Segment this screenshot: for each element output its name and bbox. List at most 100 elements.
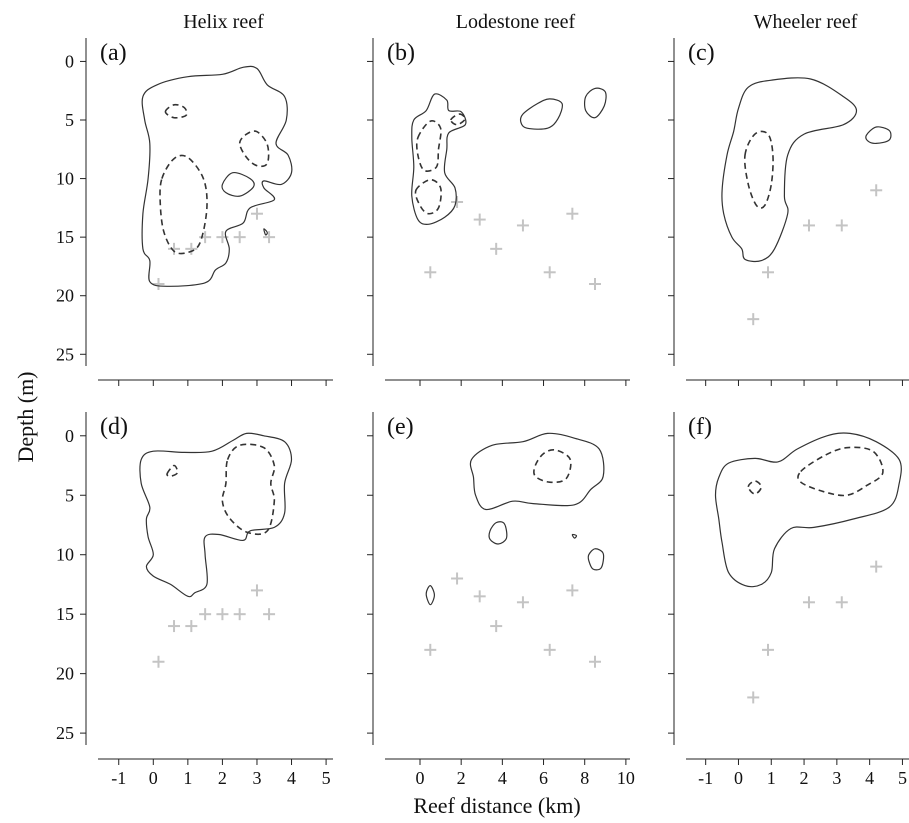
station-marker <box>152 655 165 668</box>
station-marker <box>490 620 503 633</box>
x-tick-label: 2 <box>800 768 809 788</box>
x-tick-label: 8 <box>580 768 589 788</box>
panel-d: 0 5 10 15 20 25 -1 0 1 2 3 4 5 (d) <box>56 412 333 788</box>
station-marker <box>185 620 198 633</box>
dashed-contour <box>743 130 774 209</box>
solid-contour <box>263 228 268 236</box>
dashed-contour <box>533 449 572 484</box>
panel-e: 0 2 4 6 8 10 (e) <box>367 412 635 788</box>
y-tick-label: 0 <box>65 426 74 446</box>
station-marker <box>168 242 181 255</box>
x-tick-label: 6 <box>539 768 548 788</box>
station-marker <box>747 313 760 326</box>
station-marker <box>566 207 579 220</box>
solid-contour <box>469 432 605 511</box>
station-marker <box>199 608 212 621</box>
y-tick-label: 0 <box>65 51 74 71</box>
dashed-contour <box>797 446 884 497</box>
x-tick-label: 2 <box>218 768 227 788</box>
panel-a: 0 5 10 15 20 25 Helix reef (a) <box>56 11 333 386</box>
station-marker <box>199 231 212 244</box>
x-tick-label: 0 <box>416 768 425 788</box>
y-tick-label: 10 <box>56 169 74 189</box>
x-tick-label: 4 <box>287 768 296 788</box>
solid-contour <box>865 126 892 145</box>
solid-contour <box>139 432 293 598</box>
station-marker <box>424 266 437 279</box>
station-marker <box>473 213 486 226</box>
solid-contour <box>411 93 467 225</box>
station-marker <box>870 184 883 197</box>
station-marker <box>835 596 848 609</box>
station-marker <box>185 242 198 255</box>
station-marker <box>516 596 529 609</box>
station-marker <box>250 207 263 220</box>
x-tick-label: 3 <box>252 768 261 788</box>
station-marker <box>233 231 246 244</box>
column-title: Wheeler reef <box>754 11 858 33</box>
solid-contour <box>714 432 902 588</box>
dashed-contour <box>164 103 188 119</box>
panel-label: (b) <box>387 40 415 66</box>
station-marker <box>589 655 601 668</box>
column-title: Helix reef <box>183 11 264 33</box>
x-tick-label: 4 <box>498 768 507 788</box>
panel-label: (a) <box>100 40 127 66</box>
dashed-contour <box>221 443 276 536</box>
panel-label: (e) <box>387 414 414 440</box>
y-tick-label: 5 <box>65 110 74 130</box>
x-tick-label: 1 <box>767 768 776 788</box>
panel-label: (d) <box>100 414 128 440</box>
station-marker <box>761 643 774 656</box>
x-tick-label: 10 <box>617 768 635 788</box>
y-tick-label: 25 <box>56 344 74 364</box>
y-tick-label: 5 <box>65 485 74 505</box>
y-tick-label: 25 <box>56 723 74 743</box>
station-marker <box>473 590 486 603</box>
station-marker <box>263 231 276 244</box>
station-marker <box>216 608 229 621</box>
y-axis-title: Depth (m) <box>13 371 38 462</box>
x-tick-label: 3 <box>832 768 841 788</box>
x-tick-label: -1 <box>111 768 126 788</box>
x-tick-label: 0 <box>734 768 743 788</box>
y-tick-label: 20 <box>56 286 74 306</box>
dashed-contour <box>159 154 208 255</box>
x-tick-label: 0 <box>149 768 158 788</box>
station-marker <box>870 560 883 573</box>
station-marker <box>516 219 529 232</box>
dashed-contour <box>414 178 442 215</box>
solid-contour <box>571 533 578 539</box>
x-tick-label: 1 <box>183 768 192 788</box>
station-marker <box>168 620 181 633</box>
x-tick-label: 2 <box>457 768 466 788</box>
solid-contour <box>721 77 858 263</box>
x-tick-label: 5 <box>322 768 331 788</box>
station-marker <box>835 219 848 232</box>
y-tick-label: 10 <box>56 545 74 565</box>
station-marker <box>424 643 437 656</box>
panel-f: -1 0 1 2 3 4 5 (f) <box>668 412 909 788</box>
station-marker <box>747 691 760 704</box>
dashed-contour <box>450 113 467 126</box>
dashed-contour <box>238 130 270 168</box>
panel-label: (f) <box>688 414 712 440</box>
y-tick-label: 20 <box>56 664 74 684</box>
station-marker <box>250 584 263 597</box>
station-marker <box>451 572 464 585</box>
station-marker <box>543 266 556 279</box>
x-tick-label: 5 <box>898 768 907 788</box>
solid-contour <box>425 585 436 606</box>
solid-contour <box>583 87 607 119</box>
solid-contour <box>141 65 293 287</box>
panel-c: Wheeler reef (c) <box>668 11 909 386</box>
station-marker <box>802 596 815 609</box>
panel-b: Lodestone reef (b) <box>367 11 630 386</box>
dashed-contour <box>415 120 442 172</box>
solid-contour <box>587 548 605 571</box>
station-marker <box>802 219 815 232</box>
solid-contour <box>519 98 563 130</box>
solid-contour <box>488 521 508 545</box>
x-tick-label: -1 <box>698 768 713 788</box>
